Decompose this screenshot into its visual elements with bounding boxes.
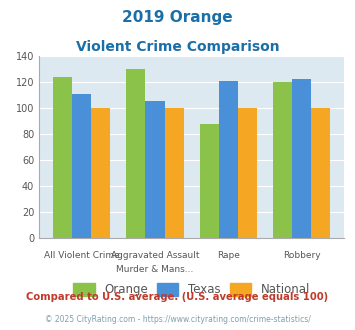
Bar: [311, 108, 331, 238]
Text: Aggravated Assault: Aggravated Assault: [111, 251, 199, 260]
Bar: [292, 80, 311, 238]
Bar: [53, 77, 72, 238]
Text: All Violent Crime: All Violent Crime: [44, 251, 119, 260]
Bar: [72, 94, 91, 238]
Bar: [164, 108, 184, 238]
Text: Murder & Mans...: Murder & Mans...: [116, 265, 194, 274]
Bar: [200, 123, 219, 238]
Legend: Orange, Texas, National: Orange, Texas, National: [73, 283, 310, 296]
Text: © 2025 CityRating.com - https://www.cityrating.com/crime-statistics/: © 2025 CityRating.com - https://www.city…: [45, 315, 310, 324]
Bar: [146, 102, 164, 238]
Text: Violent Crime Comparison: Violent Crime Comparison: [76, 40, 279, 53]
Bar: [91, 108, 110, 238]
Text: 2019 Orange: 2019 Orange: [122, 10, 233, 25]
Bar: [126, 69, 146, 238]
Bar: [273, 82, 292, 238]
Text: Rape: Rape: [217, 251, 240, 260]
Bar: [219, 81, 238, 238]
Bar: [238, 108, 257, 238]
Text: Robbery: Robbery: [283, 251, 321, 260]
Text: Compared to U.S. average. (U.S. average equals 100): Compared to U.S. average. (U.S. average …: [26, 292, 329, 302]
